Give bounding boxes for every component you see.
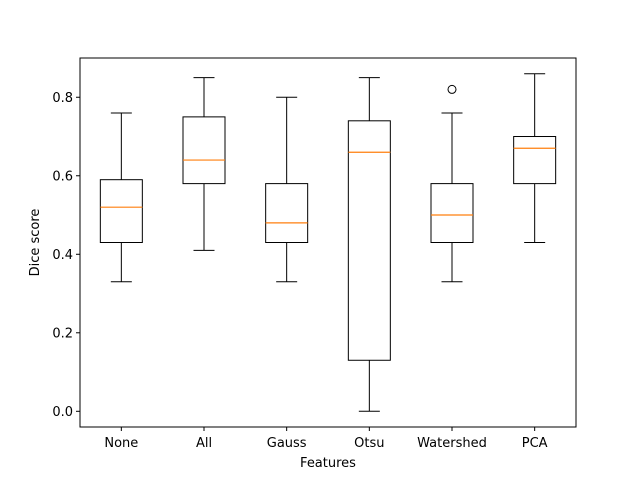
box-group-otsu <box>347 77 391 412</box>
y-tick-label: 0.8 <box>52 91 73 106</box>
outlier-point <box>447 84 457 94</box>
box-iqr <box>99 179 143 243</box>
x-axis-ticks: None All Gauss Otsu Watershed PCA <box>104 427 548 451</box>
x-axis-label: Features <box>300 456 356 471</box>
y-tick-label: 0.6 <box>52 169 73 184</box>
y-tick-label: 0.2 <box>52 326 73 341</box>
y-axis-ticks: 0.0 0.2 0.4 0.6 0.8 <box>52 91 80 420</box>
x-tick-label: Watershed <box>417 436 487 451</box>
x-tick-label: PCA <box>522 436 548 451</box>
x-tick-label: None <box>104 436 138 451</box>
box-iqr <box>430 183 474 243</box>
y-axis-label: Dice score <box>28 209 43 277</box>
box-group-all <box>182 77 226 251</box>
x-tick-label: All <box>196 436 212 451</box>
box-group-none <box>99 112 143 283</box>
plot-marks <box>99 73 557 412</box>
box-group-gauss <box>265 96 309 283</box>
y-tick-label: 0.0 <box>52 405 73 420</box>
box-group-pca <box>513 73 557 243</box>
box-iqr <box>265 183 309 243</box>
box-group-watershed <box>430 84 474 283</box>
box-iqr <box>182 116 226 185</box>
x-tick-label: Otsu <box>354 436 384 451</box>
box-iqr <box>347 120 391 361</box>
box-iqr <box>513 136 557 185</box>
y-tick-label: 0.4 <box>52 248 73 263</box>
x-tick-label: Gauss <box>267 436 307 451</box>
plot-frame <box>79 57 577 428</box>
